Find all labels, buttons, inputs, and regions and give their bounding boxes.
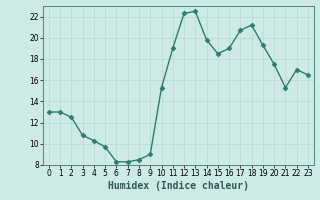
X-axis label: Humidex (Indice chaleur): Humidex (Indice chaleur): [108, 181, 249, 191]
